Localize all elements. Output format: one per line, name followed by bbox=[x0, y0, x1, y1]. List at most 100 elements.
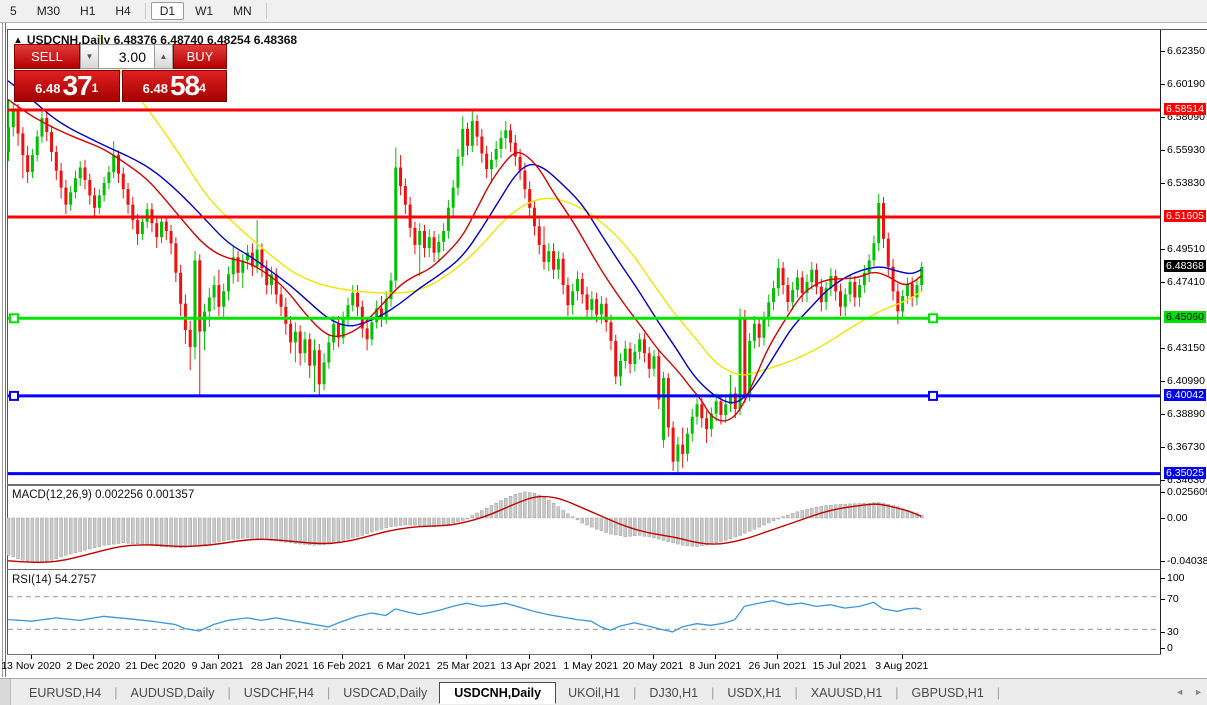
timeframe-button-5[interactable]: 5 bbox=[10, 4, 17, 18]
price-tick bbox=[1161, 182, 1165, 184]
collapse-triangle-icon[interactable]: ▲ bbox=[13, 34, 23, 46]
rsi-splitter[interactable] bbox=[7, 569, 1207, 570]
date-label: 13 Nov 2020 bbox=[1, 660, 61, 672]
chart-tab-xauusd[interactable]: XAUUSD,H1 bbox=[810, 685, 883, 700]
date-tick bbox=[217, 655, 219, 659]
chart-tab-usdcad[interactable]: USDCAD,Daily bbox=[343, 685, 428, 700]
tab-separator: | bbox=[633, 685, 637, 700]
macd-axis-label: -0.04038 bbox=[1167, 555, 1207, 567]
date-tick bbox=[653, 655, 654, 659]
macd-splitter[interactable] bbox=[7, 484, 1207, 486]
date-label: 15 Jul 2021 bbox=[812, 660, 867, 672]
bid-quote-button[interactable]: 6.48 37 1 bbox=[14, 70, 120, 102]
price-tick bbox=[1161, 447, 1165, 449]
chevron-down-icon: ▼ bbox=[85, 52, 94, 61]
price-level-badge: 6.40042 bbox=[1164, 388, 1206, 401]
date-tick bbox=[590, 655, 592, 659]
date-tick bbox=[31, 655, 32, 659]
chart-tab-dj30[interactable]: DJ30,H1 bbox=[649, 685, 699, 700]
date-tick bbox=[155, 655, 157, 659]
ask-price-prefix: 6.48 bbox=[142, 81, 168, 96]
chart-canvas[interactable] bbox=[0, 0, 1160, 705]
price-tick bbox=[1161, 347, 1165, 349]
date-label: 3 Aug 2021 bbox=[875, 660, 929, 672]
volume-increase-button[interactable]: ▲ bbox=[154, 44, 173, 69]
macd-indicator-label: MACD(12,26,9) 0.002256 0.001357 bbox=[12, 489, 195, 501]
volume-input[interactable]: 3.00 bbox=[99, 44, 154, 69]
timeframe-button-h4[interactable]: H4 bbox=[115, 4, 131, 18]
price-axis[interactable]: 6.62350 6.60190 6.58090 6.55930 6.53830 6.495… bbox=[1161, 30, 1207, 655]
window-edge bbox=[2, 23, 3, 677]
chart-frame-left bbox=[7, 29, 8, 655]
date-tick bbox=[279, 655, 281, 659]
price-tick-label: 6.38890 bbox=[1167, 407, 1205, 420]
tab-scroll-buttons: ◄ ► bbox=[1175, 687, 1203, 697]
date-label: 8 Jun 2021 bbox=[689, 660, 742, 672]
date-label: 13 Apr 2021 bbox=[500, 660, 557, 672]
scroll-left-icon[interactable]: ◄ bbox=[1175, 687, 1185, 697]
price-tick bbox=[1161, 281, 1165, 283]
date-label: 9 Jan 2021 bbox=[191, 660, 244, 672]
date-label: 16 Feb 2021 bbox=[312, 660, 372, 672]
macd-tick bbox=[1161, 518, 1165, 519]
rsi-indicator-label: RSI(14) 54.2757 bbox=[12, 574, 97, 586]
tab-separator: | bbox=[895, 685, 899, 700]
one-click-trading-panel: SELL ▼ 3.00 ▲ BUY 6.48 37 1 6.48 58 4 bbox=[14, 44, 227, 102]
date-axis[interactable]: 13 Nov 2020 2 Dec 2020 21 Dec 2020 9 Jan 20… bbox=[1, 655, 1160, 677]
macd-tick bbox=[1161, 492, 1165, 493]
tab-corner bbox=[0, 679, 11, 705]
date-tick bbox=[528, 655, 530, 659]
date-tick bbox=[839, 655, 841, 659]
chart-tab-usdchf[interactable]: USDCHF,H4 bbox=[243, 685, 314, 700]
chart-tab-ukoil[interactable]: UKOil,H1 bbox=[568, 685, 621, 700]
rsi-axis-label: 70 bbox=[1167, 593, 1179, 605]
ask-price-pips: 58 bbox=[169, 70, 200, 101]
date-axis-divider bbox=[7, 654, 1207, 655]
price-level-badge: 6.35025 bbox=[1164, 466, 1206, 479]
chart-tab-gbpusd[interactable]: GBPUSD,H1 bbox=[911, 685, 984, 700]
chart-tab-usdx[interactable]: USDX,H1 bbox=[727, 685, 782, 700]
chart-frame-top bbox=[7, 29, 1207, 30]
tab-separator: | bbox=[794, 685, 798, 700]
date-label: 2 Dec 2020 bbox=[66, 660, 121, 672]
ask-price-point: 4 bbox=[199, 81, 206, 95]
chart-tab-eurusd[interactable]: EURUSD,H4 bbox=[29, 685, 102, 700]
toolbar-separator bbox=[265, 3, 267, 19]
rsi-axis-label: 30 bbox=[1167, 626, 1179, 638]
price-tick bbox=[1161, 479, 1165, 481]
scroll-right-icon[interactable]: ► bbox=[1194, 687, 1203, 697]
timeframe-button-mn[interactable]: MN bbox=[233, 4, 252, 18]
chart-tab-usdcnh[interactable]: USDCNH,Daily bbox=[439, 681, 557, 704]
sell-button[interactable]: SELL bbox=[14, 44, 80, 69]
macd-tick bbox=[1161, 561, 1165, 562]
bid-price-pips: 37 bbox=[62, 70, 92, 101]
price-level-badge: 6.48368 bbox=[1164, 260, 1206, 273]
chevron-up-icon: ▲ bbox=[159, 52, 168, 61]
date-tick bbox=[715, 655, 717, 659]
buy-button[interactable]: BUY bbox=[173, 44, 227, 69]
tabs: EURUSD,H4 | AUDUSD,Daily | USDCHF,H4 | USDCAD,… bbox=[17, 681, 1001, 704]
timeframe-button-m30[interactable]: M30 bbox=[36, 4, 61, 18]
timeframe-button-h1[interactable]: H1 bbox=[80, 4, 96, 18]
timeframe-button-w1[interactable]: W1 bbox=[195, 4, 214, 18]
window-edge bbox=[5, 23, 6, 677]
date-tick bbox=[901, 655, 903, 659]
rsi-tick bbox=[1161, 648, 1165, 649]
price-tick bbox=[1161, 150, 1165, 151]
chart-tab-audusd[interactable]: AUDUSD,Daily bbox=[130, 685, 215, 700]
price-tick-label: 6.62350 bbox=[1167, 44, 1205, 57]
volume-decrease-button[interactable]: ▼ bbox=[80, 44, 99, 69]
price-tick-label: 6.43150 bbox=[1167, 341, 1205, 354]
ask-quote-button[interactable]: 6.48 58 4 bbox=[121, 70, 227, 102]
timeframe-button-d1[interactable]: D1 bbox=[150, 2, 185, 20]
rsi-tick bbox=[1161, 599, 1165, 600]
price-tick-label: 6.47410 bbox=[1167, 275, 1205, 288]
tab-separator: | bbox=[227, 685, 231, 700]
price-tick bbox=[1161, 413, 1165, 415]
date-label: 26 Jun 2021 bbox=[748, 660, 807, 672]
price-tick-label: 6.60190 bbox=[1167, 78, 1205, 91]
date-label: 25 Mar 2021 bbox=[436, 660, 496, 672]
price-tick bbox=[1161, 116, 1165, 118]
date-label: 28 Jan 2021 bbox=[250, 660, 309, 672]
axis-divider bbox=[1160, 30, 1161, 655]
